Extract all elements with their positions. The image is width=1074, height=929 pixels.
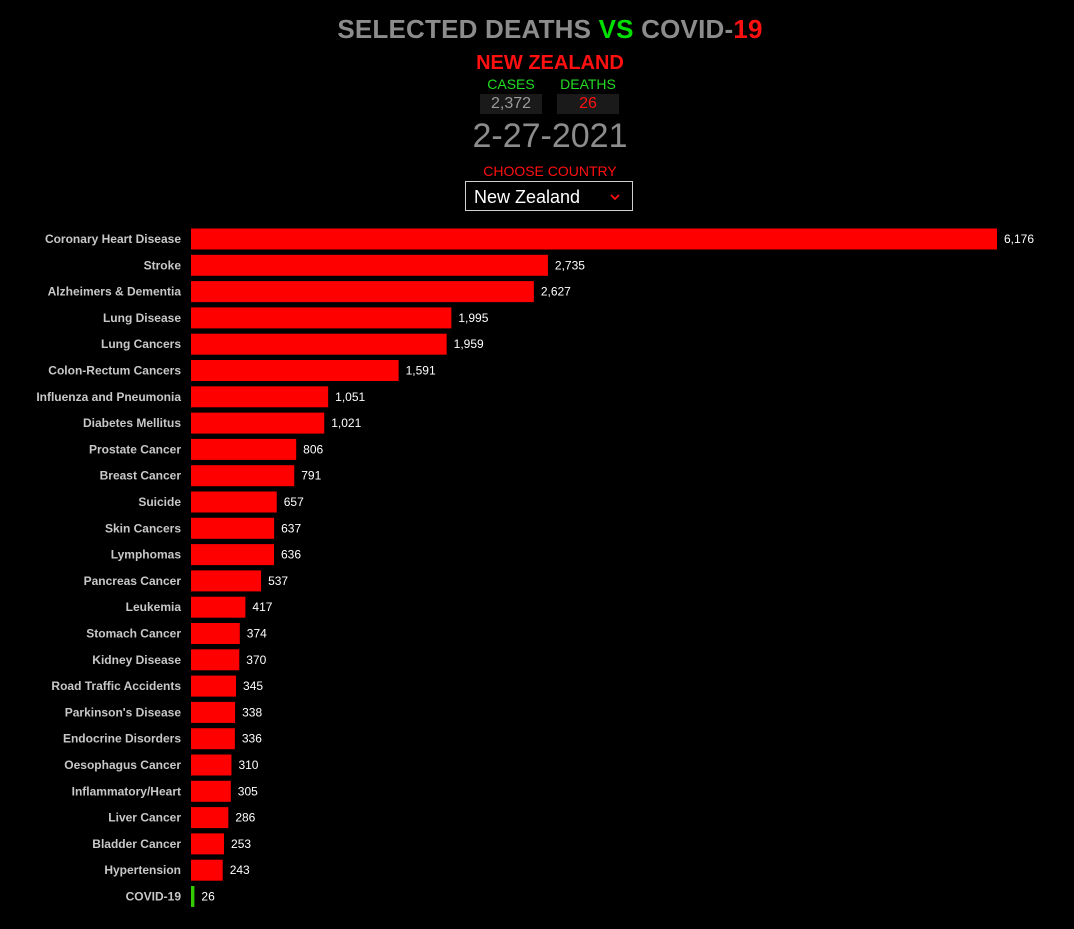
category-label: Stomach Cancer [86,627,181,641]
bar[interactable] [191,807,229,829]
category-label: Suicide [138,495,181,509]
category-label: Liver Cancer [108,811,181,825]
bar[interactable] [191,307,452,329]
bar[interactable] [191,281,534,303]
deaths-bar-chart: Coronary Heart Disease 6,176 Stroke 2,735 Al… [36,228,1034,907]
value-label: 791 [301,469,321,483]
category-label: Lung Cancers [101,337,181,351]
cases-value: 2,372 [480,94,542,114]
bar[interactable] [191,780,231,802]
bar[interactable] [191,438,297,460]
country-heading: NEW ZEALAND [476,52,624,74]
bar[interactable] [191,754,232,776]
category-label: Pancreas Cancer [84,574,182,588]
deaths-value: 26 [557,94,619,114]
value-label: 806 [303,442,323,456]
category-label: Coronary Heart Disease [45,232,181,246]
bar[interactable] [191,333,447,355]
country-dropdown-value: New Zealand [474,187,581,207]
deaths-label: DEATHS [560,76,616,92]
category-label: Road Traffic Accidents [51,679,181,693]
value-label: 636 [281,548,301,562]
value-label: 537 [268,574,288,588]
title-part-1: SELECTED DEATHS [337,14,599,44]
value-label: 310 [238,758,258,772]
value-label: 657 [284,495,304,509]
bar[interactable] [191,675,237,697]
value-label: 6,176 [1004,232,1034,246]
value-label: 26 [201,890,215,904]
country-dropdown[interactable]: New Zealand [465,181,633,211]
value-label: 637 [281,521,301,535]
dashboard-title: SELECTED DEATHS VS COVID-19 [0,14,1074,45]
bar[interactable] [191,544,275,566]
value-label: 2,627 [541,285,571,299]
category-label: Influenza and Pneumonia [36,390,181,404]
chevron-down-icon [610,194,620,201]
value-label: 243 [230,863,250,877]
bar[interactable] [191,386,329,408]
value-label: 1,051 [335,390,365,404]
bar[interactable] [191,833,225,855]
title-vs: VS [598,14,634,44]
category-label: Colon-Rectum Cancers [48,364,181,378]
title-part-2: COVID- [633,14,734,44]
bar[interactable] [191,412,325,434]
category-label: Parkinson's Disease [65,705,182,719]
category-label: Stroke [144,258,182,272]
value-label: 1,995 [458,311,488,325]
value-label: 1,959 [454,337,484,351]
covid-bar[interactable] [191,886,195,907]
bar[interactable] [191,465,295,487]
category-label: Endocrine Disorders [63,732,181,746]
report-date: 2-27-2021 [472,117,628,155]
category-label: Prostate Cancer [89,442,181,456]
category-label: Bladder Cancer [92,837,181,851]
value-label: 305 [238,784,258,798]
value-label: 253 [231,837,251,851]
bar[interactable] [191,228,997,250]
category-label: Skin Cancers [105,521,181,535]
category-label: Kidney Disease [92,653,181,667]
choose-country-label: CHOOSE COUNTRY [483,163,617,179]
value-label: 1,021 [331,416,361,430]
bar[interactable] [191,360,399,381]
value-label: 345 [243,679,263,693]
title-19: 19 [733,14,763,44]
bar[interactable] [191,649,240,671]
category-label: Inflammatory/Heart [72,784,181,798]
value-label: 370 [246,653,266,667]
bar[interactable] [191,570,262,592]
bar[interactable] [191,701,236,723]
value-label: 2,735 [555,258,585,272]
bar[interactable] [191,728,235,750]
category-label: Lymphomas [111,548,182,562]
value-label: 374 [247,627,267,641]
bar[interactable] [191,596,246,618]
bar[interactable] [191,623,240,644]
bar[interactable] [191,859,223,881]
category-label: COVID-19 [126,890,182,904]
category-label: Leukemia [126,600,182,614]
category-label: Breast Cancer [100,469,182,483]
value-label: 336 [242,732,262,746]
category-label: Lung Disease [103,311,181,325]
bar[interactable] [191,254,548,276]
value-label: 338 [242,705,262,719]
category-label: Diabetes Mellitus [83,416,181,430]
value-label: 1,591 [406,364,436,378]
bar[interactable] [191,491,277,513]
category-label: Hypertension [104,863,181,877]
category-label: Alzheimers & Dementia [48,285,182,299]
cases-label: CASES [487,76,535,92]
value-label: 286 [235,811,255,825]
bar[interactable] [191,517,275,539]
value-label: 417 [252,600,272,614]
category-label: Oesophagus Cancer [64,758,181,772]
